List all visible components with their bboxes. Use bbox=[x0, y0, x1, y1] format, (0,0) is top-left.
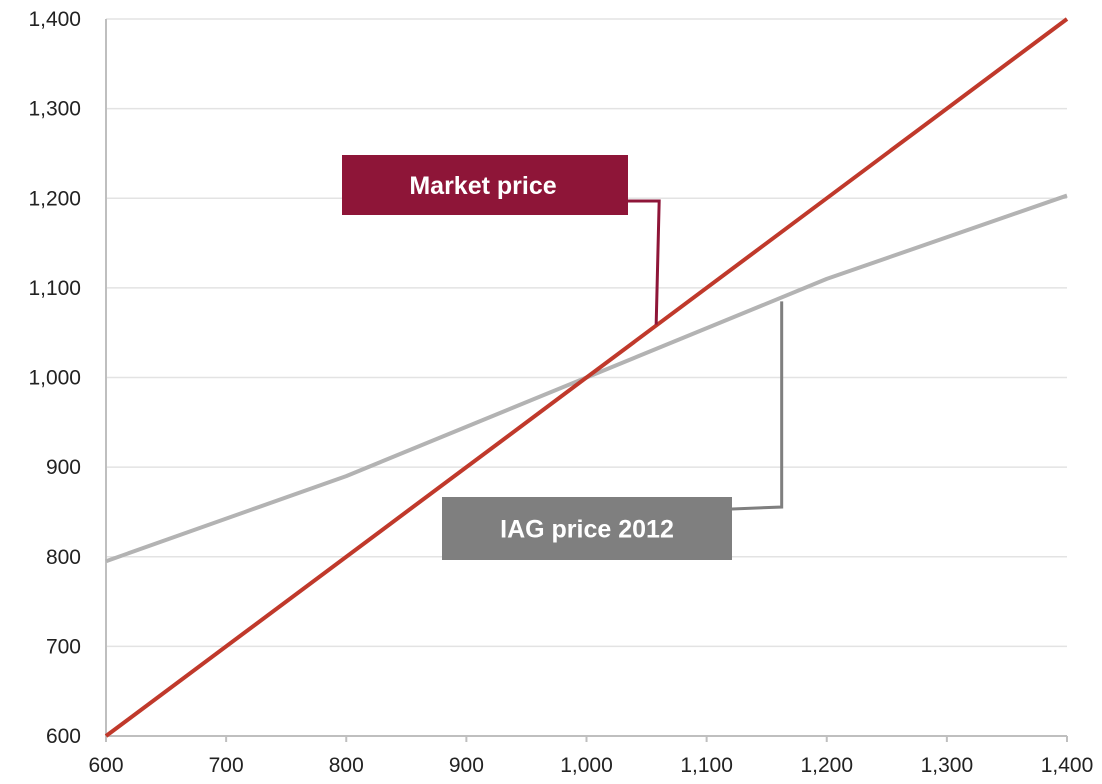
y-tick-label: 700 bbox=[46, 635, 81, 658]
y-tick-label: 900 bbox=[46, 456, 81, 479]
y-tick-label: 600 bbox=[46, 725, 81, 748]
y-tick-label: 1,400 bbox=[28, 8, 81, 31]
x-tick-marks bbox=[105, 736, 1068, 742]
x-tick-label: 1,400 bbox=[1041, 754, 1094, 777]
iag-price-callout-box bbox=[442, 497, 732, 560]
x-tick-label: 600 bbox=[88, 754, 123, 777]
x-tick-label: 900 bbox=[449, 754, 484, 777]
x-tick-label: 1,100 bbox=[680, 754, 733, 777]
y-tick-label: 1,100 bbox=[28, 277, 81, 300]
market-price-callout-label: Market price bbox=[409, 172, 556, 200]
x-tick-label: 700 bbox=[209, 754, 244, 777]
y-tick-label: 1,300 bbox=[28, 98, 81, 121]
callouts: Market price IAG price 2012 bbox=[342, 155, 784, 560]
iag-price-leader bbox=[731, 301, 784, 511]
market-price-callout-box bbox=[342, 155, 628, 215]
x-tick-label: 1,200 bbox=[800, 754, 853, 777]
y-tick-label: 800 bbox=[46, 546, 81, 569]
market-price-line bbox=[104, 17, 1069, 738]
y-tick-labels: 600 700 800 900 1,000 1,100 1,200 1,300 1,400 bbox=[28, 8, 81, 748]
y-tick-label: 1,000 bbox=[28, 367, 81, 390]
x-tick-label: 800 bbox=[329, 754, 364, 777]
y-tick-label: 1,200 bbox=[28, 187, 81, 210]
market-price-leader bbox=[628, 199, 661, 325]
series-lines bbox=[104, 17, 1069, 738]
x-tick-label: 1,300 bbox=[921, 754, 974, 777]
x-tick-labels: 600 700 800 900 1,000 1,100 1,200 1,300 1,400 bbox=[88, 754, 1093, 777]
x-tick-label: 1,000 bbox=[560, 754, 613, 777]
iag-price-callout-label: IAG price 2012 bbox=[500, 516, 674, 544]
